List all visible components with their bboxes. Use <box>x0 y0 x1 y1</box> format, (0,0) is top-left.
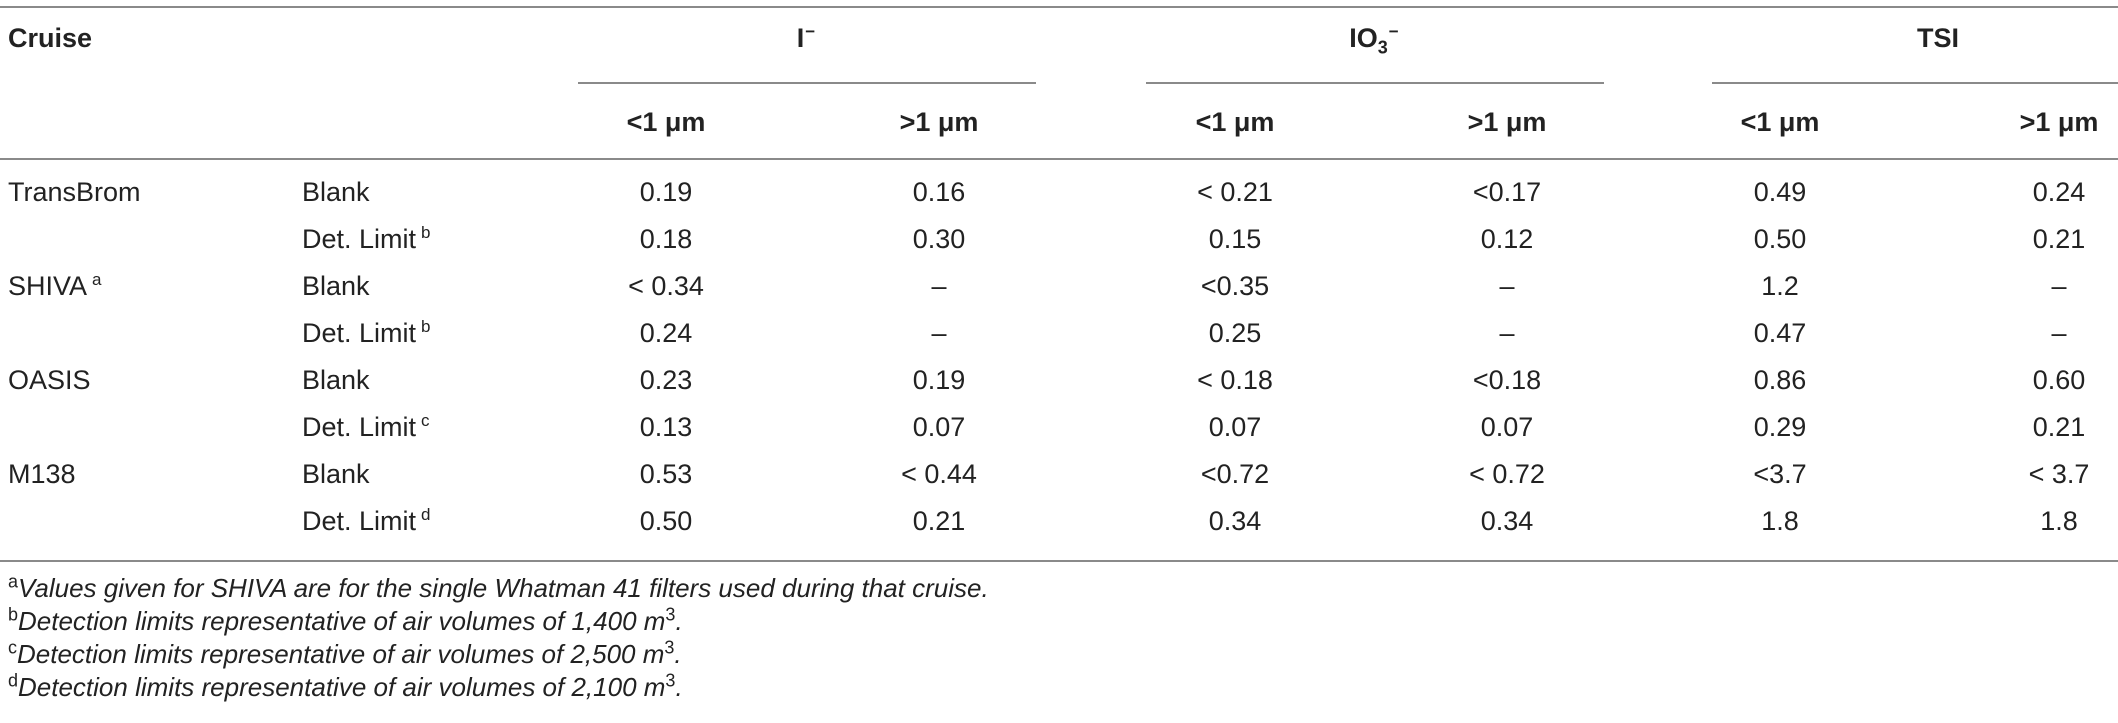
footnote-marker: c <box>421 411 430 430</box>
footnote-b: bDetection limits representative of air … <box>8 605 683 637</box>
group-rule-tsi <box>1712 82 2118 84</box>
cell-value: < 0.72 <box>1469 459 1545 489</box>
cell-value: 0.07 <box>912 412 966 442</box>
cell-value: – <box>1499 318 1515 348</box>
cell-value: 0.15 <box>1208 224 1262 254</box>
cell-value: 0.34 <box>1480 506 1534 536</box>
footnote-marker: b <box>421 317 431 336</box>
cell-value: 0.07 <box>1480 412 1534 442</box>
subheader-size-5: <1 μm <box>1740 107 1820 137</box>
subheader-size-3: <1 μm <box>1195 107 1275 137</box>
cell-value: < 0.44 <box>901 459 977 489</box>
cell-value: 0.18 <box>639 224 693 254</box>
header-group-tsi: TSI <box>1916 23 1960 53</box>
table-bottom-rule <box>0 560 2118 562</box>
footnote-end: . <box>675 672 683 702</box>
cell-value: 0.24 <box>639 318 693 348</box>
cell-value: 0.13 <box>639 412 693 442</box>
cell-cruise: OASIS <box>8 365 91 395</box>
cell-value: <0.72 <box>1200 459 1270 489</box>
table-top-rule <box>0 6 2118 8</box>
cell-cruise: SHIVA a <box>8 270 102 301</box>
header-group-iodate: IO3− <box>1349 22 1399 58</box>
cell-value: 0.24 <box>2032 177 2086 207</box>
cell-value: – <box>931 318 947 348</box>
subheader-size-6: >1 μm <box>2019 107 2099 137</box>
footnote-end: . <box>674 639 682 669</box>
subheader-size-4: >1 μm <box>1467 107 1547 137</box>
cell-value: < 0.18 <box>1197 365 1273 395</box>
cell-value: 0.21 <box>2032 224 2086 254</box>
cell-value: – <box>931 271 947 301</box>
cell-value: 0.12 <box>1480 224 1534 254</box>
table-header-rule <box>0 158 2118 160</box>
cell-value: 0.49 <box>1753 177 1807 207</box>
cell-value: 0.07 <box>1208 412 1262 442</box>
cell-measurement-type: Blank <box>302 177 370 207</box>
cell-cruise: M138 <box>8 459 76 489</box>
cell-value: 0.50 <box>1753 224 1807 254</box>
cell-value: 0.34 <box>1208 506 1262 536</box>
cell-value: 1.2 <box>1761 271 1799 301</box>
cell-value: 0.23 <box>639 365 693 395</box>
cell-value: 0.60 <box>2032 365 2086 395</box>
footnote-mark: d <box>8 670 19 691</box>
cell-value: < 3.7 <box>2028 459 2090 489</box>
footnote-end: . <box>675 606 683 636</box>
cell-value: <0.35 <box>1200 271 1270 301</box>
cell-value: 0.47 <box>1753 318 1807 348</box>
cell-value: 0.21 <box>2032 412 2086 442</box>
cell-value: 0.50 <box>639 506 693 536</box>
footnote-c: cDetection limits representative of air … <box>8 638 682 670</box>
footnote-marker: d <box>421 505 431 524</box>
footnote-text: Detection limits representative of air v… <box>17 639 665 669</box>
cell-value: 0.86 <box>1753 365 1807 395</box>
footnote-d: dDetection limits representative of air … <box>8 671 683 703</box>
cell-value: 0.21 <box>912 506 966 536</box>
cell-value: 0.25 <box>1208 318 1262 348</box>
footnote-a: aValues given for SHIVA are for the sing… <box>8 572 989 604</box>
footnote-mark: b <box>8 604 19 625</box>
footnote-mark: c <box>8 637 17 658</box>
cell-measurement-type: Det. Limit b <box>302 223 431 254</box>
cell-value: <0.17 <box>1472 177 1542 207</box>
footnote-text: Detection limits representative of air v… <box>18 606 666 636</box>
cell-measurement-type: Blank <box>302 365 370 395</box>
cell-value: – <box>2051 271 2067 301</box>
header-cruise: Cruise <box>8 23 93 53</box>
cell-value: < 0.21 <box>1197 177 1273 207</box>
cell-value: <3.7 <box>1753 459 1807 489</box>
group-rule-iodate <box>1146 82 1604 84</box>
footnote-exponent: 3 <box>664 637 675 658</box>
footnote-mark: a <box>8 571 19 592</box>
cell-value: 1.8 <box>2040 506 2078 536</box>
footnote-text: Detection limits representative of air v… <box>18 672 666 702</box>
cell-value: 0.19 <box>639 177 693 207</box>
cell-cruise: TransBrom <box>8 177 141 207</box>
footnote-marker: a <box>92 270 102 289</box>
cell-value: – <box>2051 318 2067 348</box>
footnote-exponent: 3 <box>665 604 676 625</box>
cell-value: – <box>1499 271 1515 301</box>
subheader-size-2: >1 μm <box>899 107 979 137</box>
cell-measurement-type: Det. Limit c <box>302 411 430 442</box>
subheader-size-1: <1 μm <box>626 107 706 137</box>
header-group-iodide: I− <box>796 22 816 53</box>
cell-measurement-type: Blank <box>302 459 370 489</box>
cell-value: <0.18 <box>1472 365 1542 395</box>
cell-measurement-type: Det. Limit d <box>302 505 431 536</box>
cell-value: 1.8 <box>1761 506 1799 536</box>
cell-value: < 0.34 <box>628 271 704 301</box>
cell-value: 0.19 <box>912 365 966 395</box>
cell-measurement-type: Blank <box>302 271 370 301</box>
group-rule-iodide <box>578 82 1036 84</box>
cell-value: 0.53 <box>639 459 693 489</box>
cell-value: 0.29 <box>1753 412 1807 442</box>
footnote-marker: b <box>421 223 431 242</box>
footnote-exponent: 3 <box>665 670 676 691</box>
cell-measurement-type: Det. Limit b <box>302 317 431 348</box>
footnote-text: Values given for SHIVA are for the singl… <box>18 573 989 603</box>
cell-value: 0.16 <box>912 177 966 207</box>
cell-value: 0.30 <box>912 224 966 254</box>
